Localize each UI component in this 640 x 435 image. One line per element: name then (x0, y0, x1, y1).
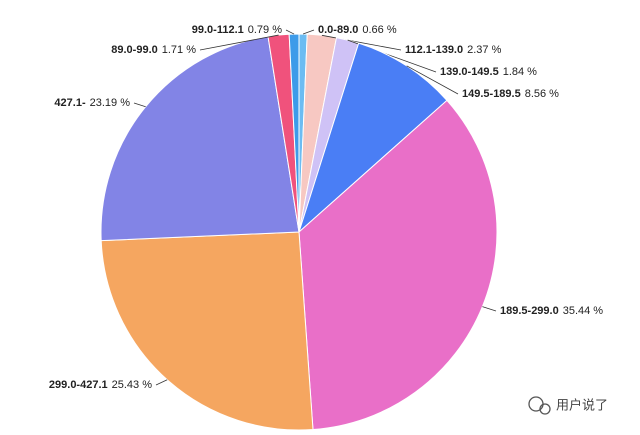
label-value: 2.37 % (467, 44, 501, 56)
leader-line (285, 29, 295, 35)
leader-line (302, 29, 315, 35)
label-category: 189.5-299.0 (500, 305, 559, 317)
leader-line (155, 379, 168, 386)
label-category: 0.0-89.0 (318, 24, 358, 36)
label-category: 112.1-139.0 (405, 44, 463, 56)
data-label: 112.1-139.0 2.37 % (405, 44, 502, 56)
leader-line (406, 65, 459, 95)
leader-line (321, 34, 402, 51)
data-label: 299.0-427.1 25.43 % (49, 379, 152, 391)
label-category: 149.5-189.5 (462, 88, 521, 100)
data-label: 427.1- 23.19 % (54, 97, 130, 109)
data-label: 89.0-99.0 1.71 % (111, 44, 196, 56)
label-value: 23.19 % (90, 97, 131, 109)
pie-slice (100, 231, 314, 431)
data-label: 149.5-189.5 8.56 % (462, 88, 559, 100)
label-value: 25.43 % (112, 379, 153, 391)
leader-line (199, 34, 279, 51)
label-category: 299.0-427.1 (49, 379, 108, 391)
label-value: 0.66 % (362, 24, 396, 36)
data-label: 139.0-149.5 1.84 % (440, 66, 537, 78)
label-value: 8.56 % (525, 88, 559, 100)
data-label: 99.0-112.1 0.79 % (192, 24, 282, 36)
label-value: 0.79 % (248, 24, 282, 36)
label-category: 427.1- (54, 97, 86, 109)
label-value: 35.44 % (563, 305, 604, 317)
label-category: 89.0-99.0 (111, 44, 157, 56)
data-label: 189.5-299.0 35.44 % (500, 305, 603, 317)
label-category: 139.0-149.5 (440, 66, 499, 78)
pie-slice (288, 33, 300, 233)
label-value: 1.71 % (162, 44, 196, 56)
pie-slice (298, 99, 498, 431)
label-value: 1.84 % (503, 66, 537, 78)
leader-line (133, 102, 146, 108)
pie-slice (100, 35, 300, 242)
leader-line (482, 306, 497, 312)
watermark: 用户说了 (556, 397, 608, 412)
watermark-icon (528, 396, 551, 415)
data-label: 0.0-89.0 0.66 % (318, 24, 397, 36)
label-category: 99.0-112.1 (192, 24, 244, 36)
